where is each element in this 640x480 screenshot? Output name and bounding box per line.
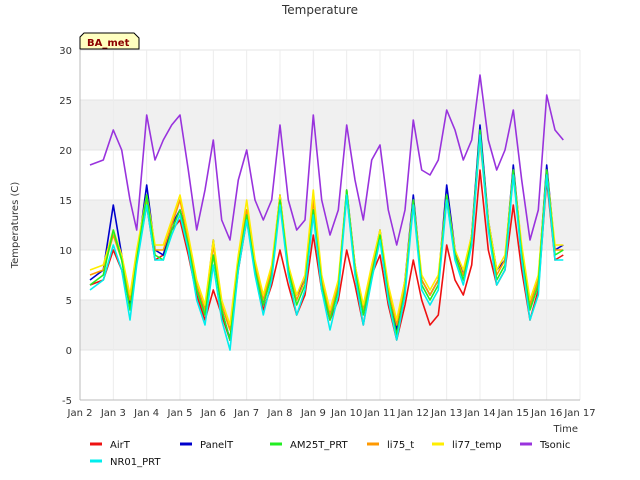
legend-label: AM25T_PRT: [290, 440, 349, 451]
tick-labels: -5 0 5 10 15 20 25 30 Jan 2 Jan 3 Jan 4 Jan 5 Jan 6 J…: [59, 46, 595, 419]
x-tick-label: Jan 15: [497, 408, 529, 419]
y-tick-label: 0: [66, 346, 72, 357]
legend-label: li75_t: [387, 440, 414, 451]
legend-item: PanelT: [180, 440, 234, 451]
axes: [79, 50, 580, 401]
y-tick-label: 30: [59, 46, 72, 57]
legend: AirT PanelT AM25T_PRT li75_t li77_temp Tsonic…: [90, 440, 570, 468]
x-axis-label: Time: [553, 424, 578, 435]
y-tick-label: -5: [62, 396, 72, 407]
legend-item: li77_temp: [432, 440, 501, 451]
legend-label: li77_temp: [452, 440, 501, 451]
series-lines: [89, 74, 564, 351]
x-tick-label: Jan 3: [100, 408, 126, 419]
x-tick-label: Jan 12: [397, 408, 429, 419]
x-tick-label: Jan 9: [300, 408, 326, 419]
x-tick-label: Jan 16: [530, 408, 562, 419]
chart-title: Temperature: [281, 3, 358, 17]
x-tick-label: Jan 17: [563, 408, 595, 419]
x-tick-label: Jan 2: [67, 408, 93, 419]
y-tick-label: 5: [66, 296, 72, 307]
y-tick-label: 10: [59, 246, 72, 257]
x-tick-label: Jan 4: [133, 408, 159, 419]
y-tick-label: 25: [59, 96, 72, 107]
legend-item: li75_t: [367, 440, 414, 451]
legend-label: PanelT: [200, 440, 234, 451]
legend-label: NR01_PRT: [110, 457, 161, 468]
x-tick-label: Jan 7: [233, 408, 259, 419]
x-tick-label: Jan 10: [330, 408, 362, 419]
x-tick-label: Jan 6: [200, 408, 226, 419]
series-line-tsonic: [89, 74, 564, 246]
y-tick-label: 15: [59, 196, 72, 207]
x-tick-label: Jan 8: [267, 408, 293, 419]
x-tick-label: Jan 14: [463, 408, 495, 419]
y-tick-label: 20: [59, 146, 72, 157]
y-axis-label: Temperatures (C): [10, 182, 21, 270]
legend-label: AirT: [110, 440, 131, 451]
legend-item: Tsonic: [520, 440, 570, 451]
legend-item: AirT: [90, 440, 131, 451]
x-tick-label: Jan 5: [167, 408, 193, 419]
x-tick-label: Jan 11: [363, 408, 395, 419]
band-5: [80, 100, 580, 150]
legend-label: Tsonic: [539, 440, 570, 451]
x-tick-label: Jan 13: [430, 408, 462, 419]
legend-item: NR01_PRT: [90, 457, 161, 468]
legend-item: AM25T_PRT: [270, 440, 349, 451]
site-tag: BA_met: [79, 32, 140, 50]
band-3: [80, 200, 580, 250]
site-tag-label: BA_met: [87, 38, 130, 49]
series-line-nr01-prt: [89, 134, 564, 351]
